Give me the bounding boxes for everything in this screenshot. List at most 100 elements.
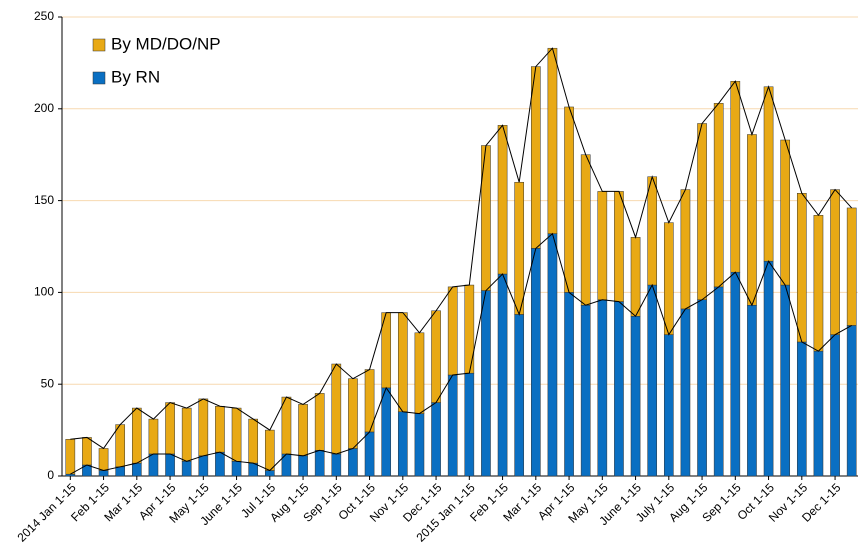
connector-line <box>70 47 853 450</box>
bar-segment <box>348 448 358 477</box>
bar-segment <box>98 448 109 471</box>
bar-segment <box>364 431 375 477</box>
y-tick-label: 150 <box>34 193 54 207</box>
legend-swatch <box>92 71 106 85</box>
bar-segment <box>298 404 308 457</box>
bar-segment <box>131 462 142 477</box>
bar-segment <box>481 145 491 291</box>
bar-segment <box>597 299 608 477</box>
bar-segment <box>98 470 109 477</box>
bar-segment <box>264 470 275 477</box>
bar-segment <box>713 286 724 477</box>
bar-segment <box>530 66 541 249</box>
bar-segment <box>846 325 857 477</box>
bar-segment <box>663 222 674 335</box>
bar-segment <box>647 284 658 477</box>
bar-segment <box>414 332 425 414</box>
bar-segment <box>713 103 724 288</box>
bar-segment <box>697 123 707 300</box>
bar-segment <box>813 215 824 352</box>
bar-segment <box>198 398 209 457</box>
bar-segment <box>846 207 857 326</box>
bar-segment <box>630 237 641 317</box>
bar-segment <box>115 424 126 468</box>
bar-segment <box>564 292 574 477</box>
bar-segment <box>730 81 741 273</box>
bar-segment <box>165 402 175 455</box>
bar-segment <box>148 418 159 455</box>
bar-segment <box>780 284 791 477</box>
bar-segment <box>348 378 358 449</box>
bar-segment <box>298 455 308 477</box>
bar-segment <box>763 260 774 477</box>
bar-segment <box>131 407 142 464</box>
bar-segment <box>397 312 408 412</box>
y-tick-label: 200 <box>34 101 54 115</box>
bar-segment <box>231 407 242 462</box>
bar-segment <box>264 429 275 471</box>
bar-segment <box>447 374 458 477</box>
bar-segment <box>730 271 741 477</box>
y-tick-label: 250 <box>34 9 54 23</box>
legend-label: By RN <box>111 67 160 86</box>
bar-segment <box>614 191 624 302</box>
bar-segment <box>181 461 192 477</box>
bar-segment <box>614 301 624 477</box>
bar-segment <box>663 334 674 477</box>
bar-segment <box>314 393 325 451</box>
bar-segment <box>165 453 175 477</box>
legend-swatch <box>92 38 106 52</box>
bar-segment <box>314 450 325 477</box>
bar-segment <box>647 176 658 286</box>
bar-segment <box>564 106 574 293</box>
bar-segment <box>680 308 691 477</box>
y-tick-label: 0 <box>47 468 54 482</box>
bar-segment <box>431 310 441 403</box>
bar-segment <box>780 139 791 286</box>
bar-segment <box>497 125 508 275</box>
bar-segment <box>763 86 774 262</box>
bar-segment <box>813 350 824 477</box>
bar-segment <box>547 47 558 234</box>
bar-segment <box>796 341 807 477</box>
bar-segment <box>680 189 691 310</box>
bar-segment <box>580 305 591 477</box>
bar-segment <box>464 372 475 477</box>
bar-segment <box>331 363 342 455</box>
bar-segment <box>115 466 126 477</box>
bar-segment <box>514 314 525 477</box>
bar-segment <box>447 286 458 376</box>
bar-segment <box>464 284 475 374</box>
bar-segment <box>215 405 225 453</box>
bar-segment <box>497 273 508 477</box>
bar-segment <box>231 461 242 477</box>
bar-segment <box>381 387 392 477</box>
bar-segment <box>580 154 591 306</box>
bar-segment <box>397 411 408 477</box>
bar-segment <box>331 453 342 477</box>
bar-segment <box>65 473 76 477</box>
bar-segment <box>481 290 491 477</box>
bar-segment <box>215 451 225 477</box>
legend-label: By MD/DO/NP <box>111 34 221 53</box>
bar-segment <box>514 181 525 315</box>
bar-segment <box>82 437 92 466</box>
bar-segment <box>830 189 840 335</box>
bar-segment <box>414 413 425 477</box>
bar-segment <box>697 299 707 477</box>
bar-segment <box>530 248 541 477</box>
bar-segment <box>248 418 259 464</box>
bar-segment <box>796 193 807 343</box>
y-tick-label: 100 <box>34 285 54 299</box>
bar-segment <box>597 191 608 300</box>
bar-segment <box>747 305 757 477</box>
bar-segment <box>181 407 192 462</box>
bar-segment <box>148 453 159 477</box>
bar-segment <box>431 402 441 477</box>
y-tick-label: 50 <box>41 376 55 390</box>
connector-line <box>70 232 852 475</box>
bar-segment <box>281 396 292 455</box>
bar-segment <box>630 316 641 477</box>
bar-segment <box>547 233 558 477</box>
